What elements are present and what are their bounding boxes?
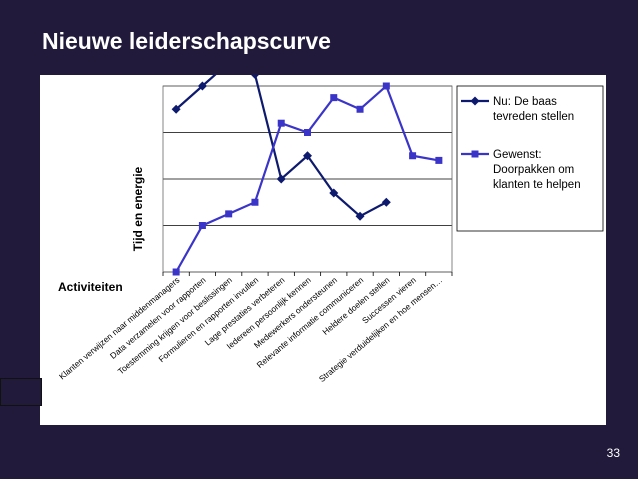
legend: Nu: De baas tevreden stellen Gewenst: Doorp… bbox=[456, 85, 604, 232]
chart-panel: Klanten verwijzen naar middenmanagers Dat… bbox=[40, 75, 606, 425]
data-point-square bbox=[356, 105, 364, 113]
data-point-diamond bbox=[251, 75, 259, 79]
data-point-diamond bbox=[171, 104, 181, 114]
series-line-1 bbox=[175, 75, 387, 218]
data-point-diamond bbox=[276, 174, 286, 184]
line-chart: Klanten verwijzen naar middenmanagersDat… bbox=[57, 75, 604, 384]
legend-label: Doorpakken om bbox=[493, 164, 574, 176]
page-number: 33 bbox=[606, 446, 620, 460]
data-point-square bbox=[330, 94, 338, 102]
data-point-square bbox=[198, 222, 206, 229]
data-point-diamond bbox=[303, 151, 312, 161]
legend-box bbox=[456, 85, 604, 232]
data-point-diamond bbox=[329, 188, 339, 198]
legend-marker-square bbox=[471, 150, 479, 158]
data-point-square bbox=[435, 156, 443, 164]
decorative-box bbox=[0, 378, 42, 406]
data-point-square bbox=[409, 152, 417, 160]
slide-title: Nieuwe leiderschapscurve bbox=[42, 28, 331, 54]
legend-label: Gewenst: bbox=[493, 149, 542, 161]
data-point-square bbox=[251, 198, 259, 206]
data-point-diamond bbox=[355, 211, 365, 221]
x-axis-label: Activiteiten bbox=[58, 280, 123, 294]
data-point-square bbox=[225, 210, 233, 218]
data-point-square bbox=[382, 82, 390, 90]
x-tick-label: Toestemming krijgen voor beslissingen bbox=[116, 275, 234, 377]
data-point-diamond bbox=[197, 81, 207, 91]
data-point-square bbox=[304, 129, 311, 136]
legend-label: Nu: De baas bbox=[493, 96, 557, 108]
y-axis-label: Tijd en energie bbox=[131, 166, 145, 251]
data-point-square bbox=[277, 119, 285, 127]
data-point-diamond bbox=[381, 197, 391, 207]
plot-frame bbox=[162, 85, 453, 273]
legend-marker-diamond bbox=[470, 96, 480, 106]
legend-label: tevreden stellen bbox=[493, 111, 574, 123]
data-point-square bbox=[172, 268, 180, 276]
legend-label: klanten te helpen bbox=[493, 179, 581, 191]
